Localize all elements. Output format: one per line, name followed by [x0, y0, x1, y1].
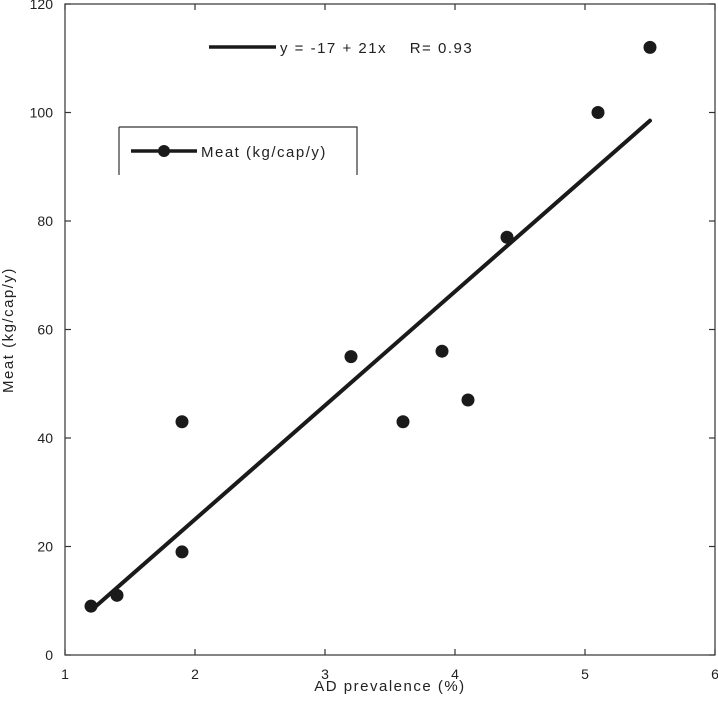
y-tick-label: 60: [37, 322, 53, 338]
x-tick-label: 2: [191, 666, 199, 682]
x-tick-label: 1: [61, 666, 69, 682]
data-point: [435, 344, 449, 358]
plot-frame: [64, 3, 716, 656]
data-point: [84, 599, 98, 613]
legend-marker: [158, 145, 170, 157]
y-axis-label: Meat (kg/cap/y): [0, 267, 17, 393]
y-tick-label: 120: [30, 0, 54, 12]
fit-line: [89, 118, 652, 613]
y-tick-label: 20: [37, 539, 53, 555]
x-tick-label: 6: [711, 666, 718, 682]
data-point: [591, 106, 605, 119]
fit-equation: y = -17 + 21x R= 0.93: [280, 40, 473, 57]
fit-line-group: [89, 118, 652, 613]
x-tick-label: 5: [581, 666, 589, 682]
fit-annotation: y = -17 + 21x R= 0.93: [209, 40, 473, 57]
legend-frame: [118, 126, 358, 175]
data-point: [175, 415, 189, 429]
x-tick-label: 4: [451, 666, 459, 682]
data-point: [500, 230, 514, 244]
data-point: [643, 40, 657, 54]
data-point: [175, 545, 189, 559]
y-tick-label: 100: [30, 105, 54, 121]
x-axis-label: AD prevalence (%): [314, 678, 465, 695]
data-point: [110, 588, 124, 602]
y-tick-label: 40: [37, 430, 53, 446]
legend: Meat (kg/cap/y): [118, 126, 358, 175]
data-point: [461, 393, 475, 407]
legend-label: Meat (kg/cap/y): [201, 144, 327, 161]
y-tick-label: 0: [45, 647, 53, 663]
y-tick-label: 80: [37, 213, 53, 229]
data-points: [84, 40, 657, 613]
data-point: [396, 415, 410, 429]
x-tick-label: 3: [321, 666, 329, 682]
data-point: [344, 350, 358, 364]
